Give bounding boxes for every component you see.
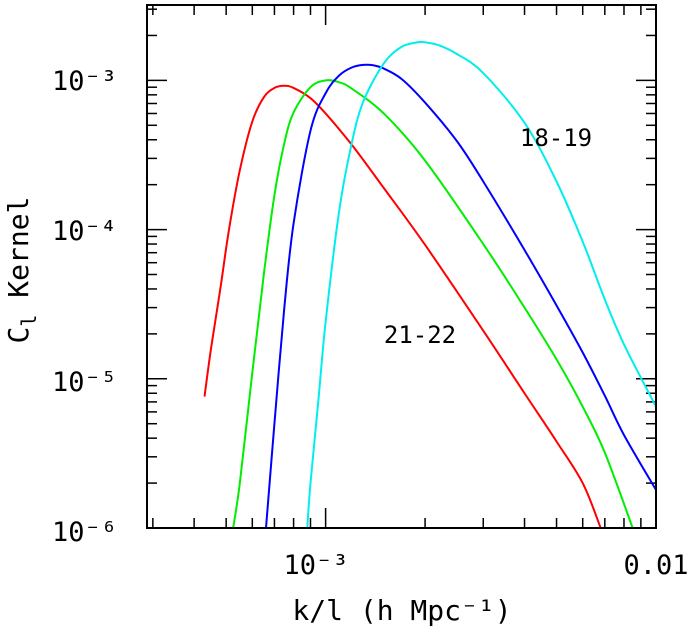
y-tick-label-1e-6: 10⁻⁶ xyxy=(52,517,117,548)
series-lines xyxy=(203,40,656,528)
x-tick-label-0.01: 0.01 xyxy=(623,550,688,581)
y-axis-label: Cl Kernel xyxy=(2,197,41,344)
series-label-18-19: 18-19 xyxy=(520,124,592,152)
x-axis-label: k/l (h Mpc⁻¹) xyxy=(292,594,511,627)
svg-text:Cl Kernel: Cl Kernel xyxy=(2,197,41,344)
series-18-19-line xyxy=(306,40,656,528)
series-blue-line xyxy=(264,63,656,528)
y-tick-label-1e-3: 10⁻³ xyxy=(52,66,117,97)
y-tick-label-1e-5: 10⁻⁵ xyxy=(52,367,117,398)
y-axis-label-rest: Kernel xyxy=(2,197,35,298)
axis-ticks xyxy=(147,5,657,529)
plot-frame xyxy=(146,4,657,529)
y-axis-label-subscript: l xyxy=(17,315,41,327)
series-label-21-22: 21-22 xyxy=(384,321,456,349)
y-axis-label-main: C xyxy=(2,327,35,344)
y-tick-label-1e-4: 10⁻⁴ xyxy=(52,216,117,247)
series-21-22-line xyxy=(203,84,602,528)
x-tick-label-1e-3: 10⁻³ xyxy=(283,550,348,581)
series-green-line xyxy=(232,79,634,528)
